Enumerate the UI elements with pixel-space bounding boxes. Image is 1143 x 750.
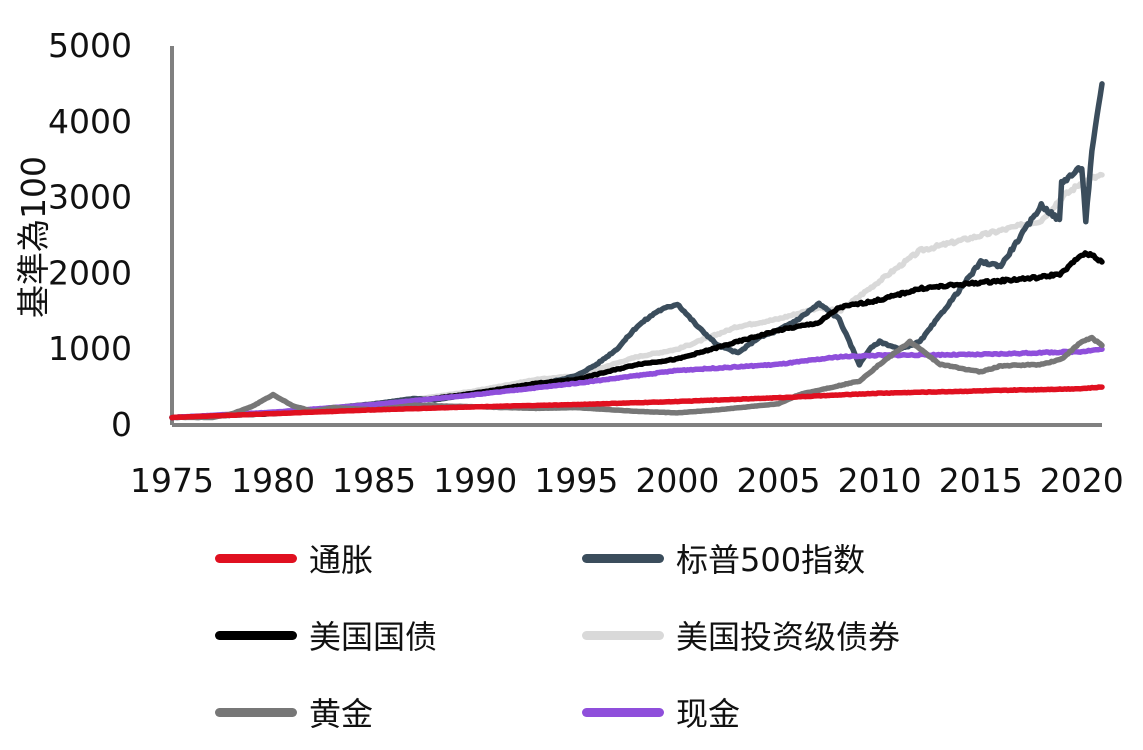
legend-swatch xyxy=(582,707,664,717)
line-chart: 1975 1980 1985 1990 1995 2000 2005 2010 2015 2020… xyxy=(14,26,1124,500)
x-tick-label: 2005 xyxy=(737,461,821,500)
legend-label: 美国投资级债券 xyxy=(676,618,901,656)
x-tick-label: 1995 xyxy=(534,461,618,500)
legend-item: 现金 xyxy=(582,692,741,733)
tick-labels: 1975 1980 1985 1990 1995 2000 2005 2010 2015 2020… xyxy=(48,26,1124,500)
legend-swatch xyxy=(215,553,297,563)
x-tick-label: 1980 xyxy=(231,461,315,500)
y-tick-label: 2000 xyxy=(48,253,132,292)
axes xyxy=(170,46,1102,427)
legend-swatch xyxy=(582,630,664,640)
x-tick-label: 1975 xyxy=(130,461,214,500)
y-tick-label: 4000 xyxy=(48,102,132,141)
series-layer xyxy=(169,81,1105,421)
legend-swatch xyxy=(215,630,297,640)
legend-item: 通胀 xyxy=(215,538,374,579)
legend-swatch xyxy=(582,553,664,563)
x-tick-label: 2020 xyxy=(1040,461,1124,500)
y-tick-label: 3000 xyxy=(48,178,132,217)
x-tick-label: 2015 xyxy=(939,461,1023,500)
legend-label: 通胀 xyxy=(309,541,374,579)
y-tick-label: 1000 xyxy=(48,329,132,368)
legend-item: 标普500指数 xyxy=(582,538,866,579)
legend-label: 标普500指数 xyxy=(676,541,866,579)
x-tick-label: 2010 xyxy=(838,461,922,500)
legend-label: 美国国债 xyxy=(309,618,438,656)
legend-label: 现金 xyxy=(676,695,741,733)
series-line xyxy=(169,171,1105,421)
legend-label: 黄金 xyxy=(309,695,374,733)
x-tick-label: 2000 xyxy=(635,461,719,500)
legend-swatch xyxy=(215,707,297,717)
y-tick-label: 5000 xyxy=(48,26,132,65)
legend: 通胀 标普500指数美国国债 美国投资级债券黄金 现金 xyxy=(215,530,1115,740)
legend-item: 美国国债 xyxy=(215,615,438,656)
legend-item: 黄金 xyxy=(215,692,374,733)
x-tick-label: 1990 xyxy=(433,461,517,500)
x-tick-label: 1985 xyxy=(332,461,416,500)
series-line xyxy=(169,384,1105,421)
y-tick-label: 0 xyxy=(111,405,132,444)
legend-item: 美国投资级债券 xyxy=(582,615,901,656)
y-axis-label: 基準為100 xyxy=(14,156,53,318)
